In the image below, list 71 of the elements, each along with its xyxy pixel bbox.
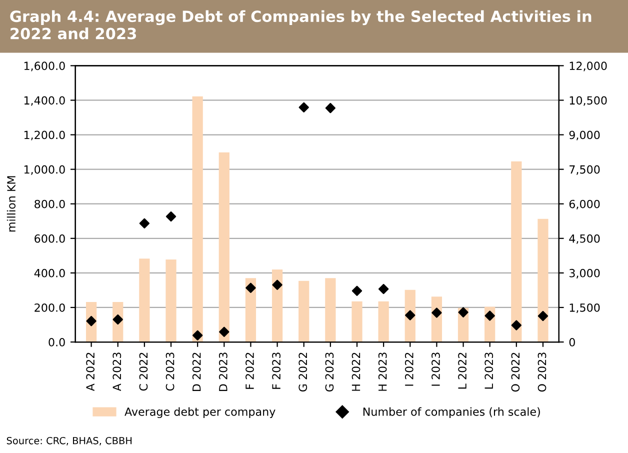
point (272, 280, 282, 290)
bar (192, 96, 203, 342)
x-tick-label: F 2023 (272, 352, 281, 389)
x-tick-label: H 2022 (352, 352, 360, 391)
bar (139, 258, 150, 342)
y2-tick-label: 10,500 (570, 96, 607, 106)
y-tick-label: 1,000.0 (24, 165, 65, 175)
source-note: Source: CRC, BHAS, CBBH (6, 436, 132, 446)
bar (378, 301, 389, 342)
y-tick-label: 200.0 (34, 303, 65, 312)
bar (272, 269, 283, 342)
bar (245, 278, 256, 342)
point (484, 310, 495, 321)
bar (298, 280, 310, 342)
point (139, 218, 150, 229)
point (192, 330, 203, 340)
x-tick-label: O 2022 (511, 352, 520, 392)
x-tick-label: L 2022 (458, 352, 466, 389)
point (458, 307, 468, 318)
point (219, 326, 230, 337)
x-tick-label: I 2023 (432, 352, 440, 386)
y2-tick-label: 9,000 (569, 130, 600, 140)
point (112, 314, 123, 325)
bar (352, 301, 362, 342)
point (405, 310, 416, 320)
legend-label: Average debt per company (124, 407, 276, 418)
x-tick-label: C 2022 (139, 352, 148, 391)
point (352, 286, 362, 296)
point (511, 320, 522, 330)
x-tick-label: O 2023 (538, 352, 546, 392)
point (246, 282, 256, 293)
point (86, 316, 96, 326)
y-tick-label: 1,600.0 (24, 62, 65, 72)
x-tick-label: I 2022 (404, 352, 414, 386)
y2-tick-label: 6,000 (569, 200, 600, 210)
y-axis-title: million KM (6, 176, 16, 232)
y-tick-label: 1,200.0 (24, 130, 65, 140)
x-tick-label: L 2023 (484, 352, 494, 389)
y-tick-label: 800.0 (34, 200, 65, 208)
x-tick-label: A 2022 (86, 352, 95, 392)
x-tick-label: H 2023 (378, 352, 387, 391)
bar (218, 152, 230, 342)
point (378, 284, 389, 294)
x-tick-label: C 2023 (166, 352, 174, 391)
legend-label: Number of companies (rh scale) (363, 407, 540, 418)
y2-tick-label: 1,500 (570, 303, 600, 313)
x-tick-label: G 2023 (325, 352, 334, 392)
y-tick-label: 600.0 (34, 234, 65, 243)
y-tick-label: 400.0 (34, 268, 65, 278)
point (166, 211, 176, 222)
point (298, 102, 309, 112)
point (325, 102, 336, 114)
y2-tick-label: 3,000 (569, 268, 600, 278)
x-tick-label: D 2023 (218, 352, 228, 392)
y-tick-label: 1,400.0 (24, 96, 65, 106)
bar (511, 161, 522, 342)
x-tick-label: D 2022 (192, 352, 201, 392)
y2-tick-label: 7,500 (570, 165, 600, 175)
x-tick-label: A 2023 (112, 352, 122, 392)
point (432, 308, 442, 318)
y2-tick-label: 0 (569, 338, 575, 346)
x-tick-label: G 2022 (298, 352, 308, 392)
y-tick-label: 0.0 (48, 338, 65, 346)
chart-title: Graph 4.4: Average Debt of Companies by the Selected Activities in 2022 and 2023 (10, 10, 592, 40)
bar (325, 278, 336, 342)
y2-tick-label: 4,500 (569, 234, 600, 244)
y2-tick-label: 12,000 (570, 62, 607, 72)
bar (538, 218, 548, 342)
x-tick-label: F 2022 (246, 352, 254, 389)
point (538, 310, 548, 322)
bar (166, 259, 176, 342)
